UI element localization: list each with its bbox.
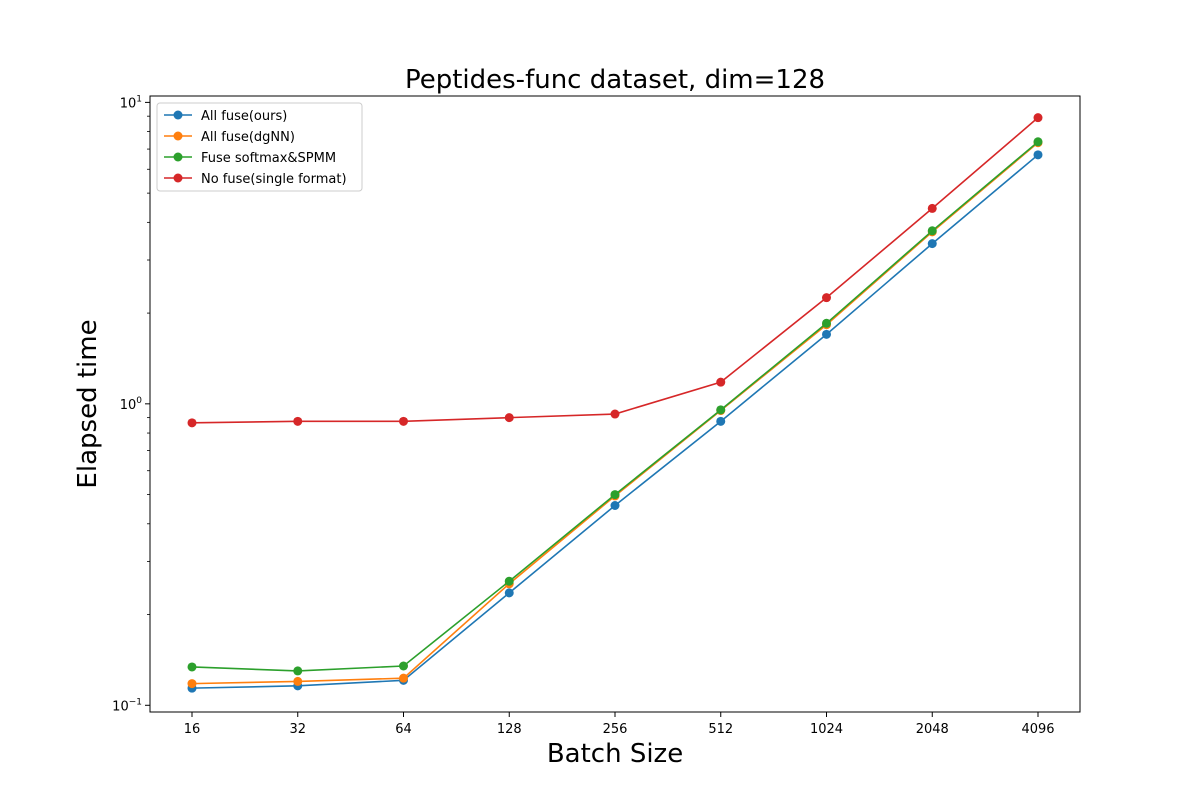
x-tick-label: 16 — [184, 722, 201, 737]
series-line — [191, 141, 1039, 672]
y-tick-label: 101 — [120, 94, 142, 111]
legend-label: All fuse(dgNN) — [201, 130, 295, 145]
y-axis: 10−1 100 101 — [112, 94, 150, 714]
y-axis-label: Elapsed time — [73, 319, 103, 488]
y-tick-label: 100 — [120, 396, 143, 413]
data-point — [927, 239, 937, 249]
data-point — [716, 405, 726, 415]
data-point — [293, 666, 303, 676]
data-point — [504, 413, 514, 423]
legend-box — [156, 102, 363, 192]
legend-swatch-marker — [173, 173, 183, 183]
x-tick-label: 128 — [497, 722, 522, 737]
chart-title: Peptides-func dataset, dim=128 — [405, 65, 825, 95]
data-point — [1033, 113, 1043, 123]
x-tick-label: 1024 — [810, 722, 843, 737]
legend-swatch-marker — [173, 110, 183, 120]
data-point — [399, 661, 408, 671]
data-point — [504, 576, 514, 586]
y-tick-label: 10−1 — [112, 697, 142, 714]
data-point — [822, 318, 831, 328]
data-point — [927, 226, 937, 236]
data-point — [716, 416, 726, 426]
data-point — [187, 662, 197, 672]
data-point — [927, 203, 937, 213]
legend: All fuse(ours) All fuse(dgNN) Fuse softmax… — [156, 102, 363, 192]
data-point — [187, 679, 197, 689]
x-axis: 16 32 64 128 256 512 1024 2048 4096 — [184, 712, 1055, 737]
data-point — [1033, 137, 1043, 147]
data-point — [822, 329, 831, 339]
data-point — [293, 676, 303, 686]
x-tick-label: 512 — [708, 722, 733, 737]
x-axis-label: Batch Size — [547, 739, 683, 769]
data-point — [1033, 150, 1043, 160]
x-tick-label: 4096 — [1021, 722, 1054, 737]
x-tick-label: 64 — [395, 722, 412, 737]
data-point — [610, 500, 620, 510]
data-point — [504, 588, 514, 598]
data-point — [293, 416, 303, 426]
x-tick-label: 256 — [603, 722, 628, 737]
legend-label: No fuse(single format) — [201, 172, 347, 187]
series-layer — [187, 113, 1043, 693]
legend-swatch-marker — [173, 131, 183, 141]
data-point — [187, 418, 197, 428]
legend-swatch-marker — [173, 152, 183, 162]
legend-label: Fuse softmax&SPMM — [201, 151, 336, 166]
x-tick-label: 32 — [289, 722, 306, 737]
legend-label: All fuse(ours) — [201, 109, 287, 124]
x-tick-label: 2048 — [916, 722, 949, 737]
data-point — [399, 673, 408, 683]
data-point — [822, 293, 831, 303]
data-point — [610, 409, 620, 419]
data-point — [716, 377, 726, 387]
data-point — [399, 416, 408, 426]
data-point — [610, 490, 620, 500]
